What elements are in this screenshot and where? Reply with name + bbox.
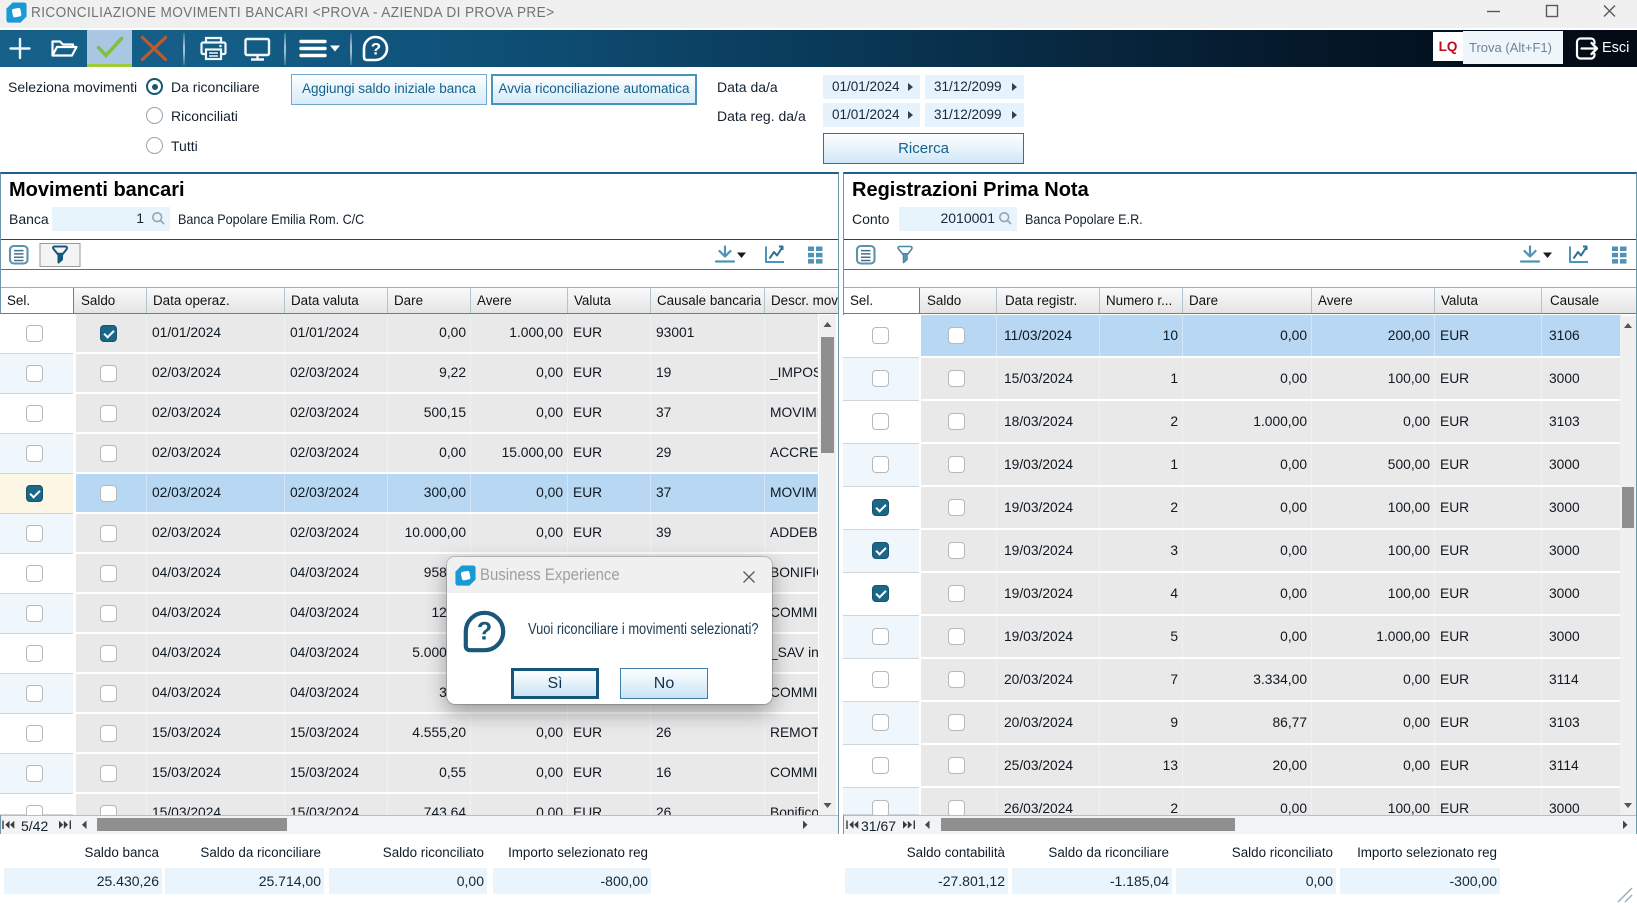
svg-text:?: ? xyxy=(371,40,381,59)
svg-text:?: ? xyxy=(477,618,492,646)
